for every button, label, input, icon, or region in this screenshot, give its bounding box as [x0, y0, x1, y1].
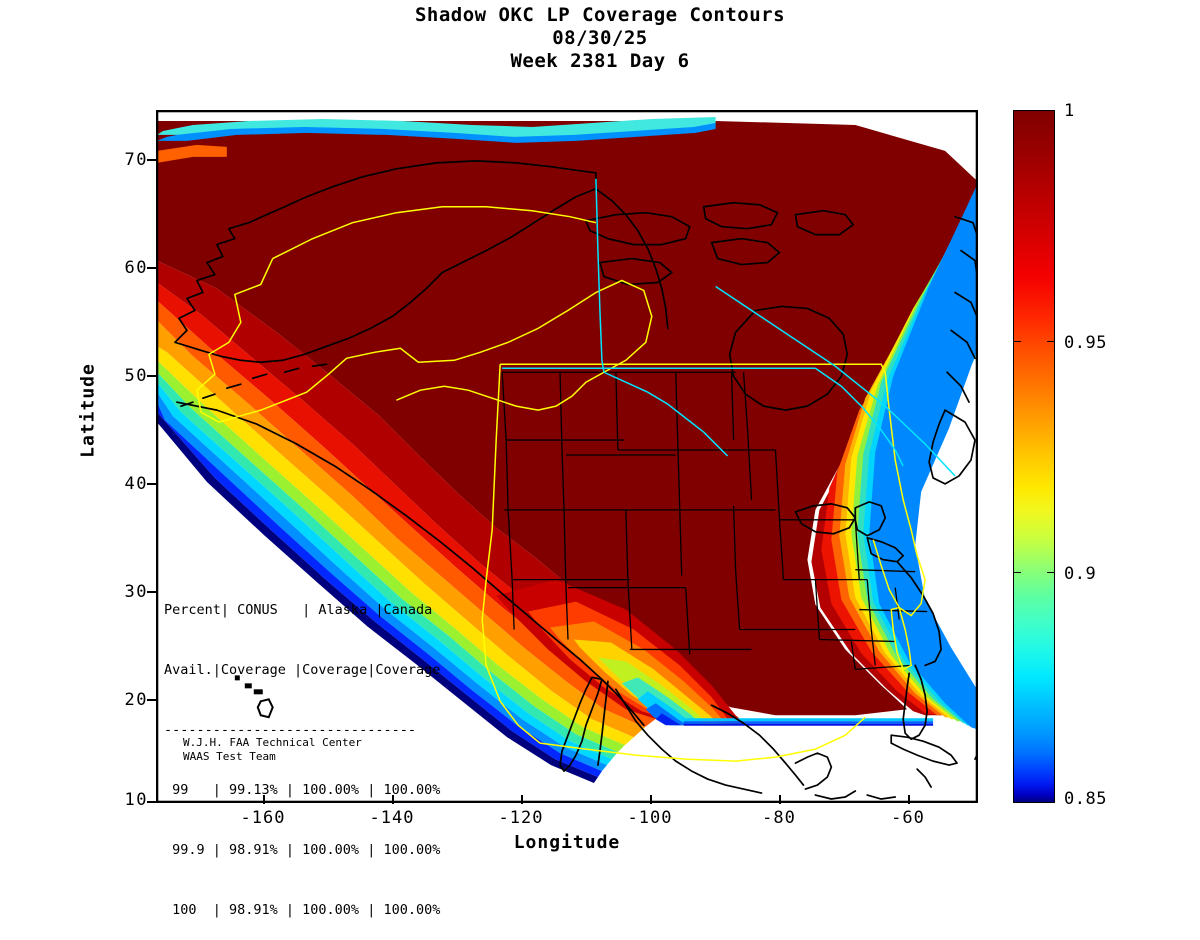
canada-boundary-cyan — [502, 178, 956, 477]
coverage-map-plot[interactable] — [156, 110, 978, 803]
colorbar-tick-09: 0.9 — [1064, 564, 1097, 584]
title-line-2: 08/30/25 — [552, 27, 648, 49]
colorbar-tick-085: 0.85 — [1064, 789, 1107, 809]
colorbar-tick-1: 1 — [1064, 101, 1075, 121]
stats-row-100: 100 | 98.91% | 100.00% | 100.00% — [164, 902, 441, 918]
us-state-borders — [501, 371, 928, 671]
colorbar-mark-095-right — [1047, 341, 1055, 343]
xtick-label-60: -60 — [891, 808, 925, 828]
stats-separator: ------------------------------- — [164, 722, 416, 738]
ytick-mark-50 — [147, 375, 156, 377]
mexico-falloff-region — [496, 579, 748, 726]
coastlines — [174, 160, 977, 800]
ytick-mark-70 — [147, 159, 156, 161]
xtick-label-120: -120 — [498, 808, 544, 828]
credit-block: W.J.H. FAA Technical Center WAAS Test Te… — [183, 736, 362, 764]
ytick-mark-40 — [147, 483, 156, 485]
xtick-mark-140 — [392, 795, 394, 804]
stats-header-row-2: Avail.|Coverage |Coverage|Coverage — [164, 662, 441, 678]
ytick-label-30: 30 — [124, 582, 148, 602]
stats-header-row-1: Percent| CONUS | Alaska |Canada — [164, 602, 433, 618]
xtick-label-140: -140 — [369, 808, 415, 828]
ytick-label-60: 60 — [124, 258, 148, 278]
ytick-mark-10 — [147, 801, 156, 803]
xtick-mark-120 — [521, 795, 523, 804]
credit-line-1: W.J.H. FAA Technical Center — [183, 736, 362, 749]
service-volume-boundary-yellow — [196, 205, 926, 762]
colorbar[interactable] — [1013, 110, 1055, 803]
colorbar-mark-09-left — [1013, 572, 1021, 574]
colorbar-mark-095-left — [1013, 341, 1021, 343]
xtick-label-80: -80 — [762, 808, 796, 828]
colorbar-tick-095: 0.95 — [1064, 333, 1107, 353]
hawaii-islands — [234, 675, 274, 719]
xtick-mark-80 — [779, 795, 781, 804]
ytick-mark-60 — [147, 267, 156, 269]
title-line-1: Shadow OKC LP Coverage Contours — [414, 4, 786, 26]
ytick-mark-20 — [147, 699, 156, 701]
xtick-label-160: -160 — [240, 808, 286, 828]
title-line-3: Week 2381 Day 6 — [510, 50, 690, 72]
xtick-mark-100 — [650, 795, 652, 804]
ytick-label-50: 50 — [124, 366, 148, 386]
coverage-core-region — [157, 120, 977, 716]
ytick-mark-30 — [147, 591, 156, 593]
y-axis-label: Latitude — [77, 363, 99, 458]
xtick-label-100: -100 — [627, 808, 673, 828]
ytick-label-10: 10 — [124, 790, 148, 810]
xtick-mark-60 — [908, 795, 910, 804]
southern-cutoff-band — [683, 718, 934, 726]
stats-row-999: 99.9 | 98.91% | 100.00% | 100.00% — [164, 842, 441, 858]
ytick-label-40: 40 — [124, 474, 148, 494]
x-axis-label: Longitude — [513, 832, 621, 853]
arctic-falloff-bands — [157, 116, 716, 143]
chart-title-block: Shadow OKC LP Coverage Contours 08/30/25… — [0, 4, 1200, 73]
ytick-label-20: 20 — [124, 690, 148, 710]
coverage-map-svg — [157, 111, 977, 802]
ytick-label-70: 70 — [124, 150, 148, 170]
colorbar-mark-09-right — [1047, 572, 1055, 574]
xtick-mark-160 — [263, 795, 265, 804]
credit-line-2: WAAS Test Team — [183, 750, 276, 763]
colorbar-gradient — [1014, 111, 1054, 802]
stats-row-99: 99 | 99.13% | 100.00% | 100.00% — [164, 782, 441, 798]
